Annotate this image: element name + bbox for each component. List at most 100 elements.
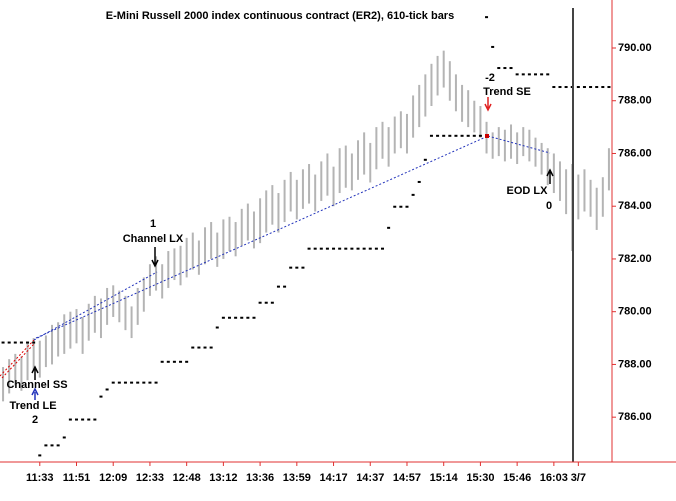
annotation: Channel LX	[123, 233, 184, 245]
y-tick-label: 782.00	[618, 253, 652, 265]
arrow	[151, 247, 159, 268]
x-tick-label: 11:51	[63, 472, 91, 484]
stop-mark	[399, 205, 403, 208]
stop-mark	[460, 134, 464, 137]
stop-mark	[546, 73, 550, 76]
y-tick-label: 786.00	[618, 147, 652, 159]
stop-mark	[589, 86, 593, 89]
stop-mark	[417, 180, 421, 183]
y-tick-label: 788.00	[618, 95, 652, 107]
stop-mark	[44, 444, 48, 447]
annotation: 0	[546, 200, 552, 212]
stop-mark	[534, 73, 537, 76]
stop-mark	[368, 247, 372, 250]
annotation: EOD LX	[507, 185, 549, 197]
stop-mark	[325, 247, 329, 250]
stop-mark	[154, 381, 158, 384]
stop-mark	[93, 418, 97, 421]
x-tick-label: 12:48	[173, 472, 201, 484]
stop-mark	[319, 247, 323, 250]
stop-mark	[332, 247, 336, 250]
stop-mark	[387, 226, 391, 229]
stop-mark	[62, 436, 66, 439]
stop-mark	[123, 381, 127, 384]
stop-mark	[7, 341, 11, 344]
arrow	[546, 168, 554, 184]
channel-line	[33, 271, 158, 341]
stop-mark	[338, 247, 342, 250]
y-tick-label: 786.00	[618, 411, 652, 423]
stop-mark	[497, 67, 501, 70]
stop-mark	[472, 134, 476, 137]
stop-mark	[160, 360, 164, 363]
plot-area	[1, 16, 611, 457]
stop-mark	[209, 346, 213, 349]
stop-mark	[50, 444, 54, 447]
stop-mark	[503, 67, 507, 70]
stop-mark	[540, 73, 544, 76]
stop-mark	[381, 247, 384, 250]
stop-mark	[191, 346, 195, 349]
stop-mark	[582, 86, 586, 89]
stop-mark	[491, 45, 495, 48]
stop-mark	[509, 67, 513, 70]
stop-mark	[466, 134, 470, 137]
stop-mark	[75, 418, 78, 421]
x-tick-label: 14:37	[356, 472, 384, 484]
x-tick-label: 12:09	[99, 472, 127, 484]
stop-mark	[527, 73, 531, 76]
x-tick-label: 14:17	[319, 472, 347, 484]
stop-mark	[19, 341, 23, 344]
stop-mark	[411, 193, 415, 196]
stop-mark	[350, 247, 354, 250]
stop-mark	[56, 444, 60, 447]
stop-mark	[515, 73, 519, 76]
stop-mark	[130, 381, 134, 384]
stop-mark	[552, 86, 556, 89]
stop-mark	[601, 86, 605, 89]
stop-mark	[179, 360, 183, 363]
stop-mark	[521, 73, 525, 76]
annotation: Trend SE	[483, 86, 531, 98]
stop-mark	[136, 381, 140, 384]
annotation: Trend LE	[9, 400, 56, 412]
stop-mark	[429, 134, 433, 137]
stop-mark	[576, 86, 580, 89]
stop-mark	[26, 341, 30, 344]
stop-mark	[374, 247, 378, 250]
stop-mark	[264, 301, 268, 304]
stop-mark	[442, 134, 446, 137]
x-tick-label: 16:03	[540, 472, 568, 484]
annotation: Channel SS	[6, 379, 67, 391]
stop-mark	[111, 381, 115, 384]
y-tick-label: 784.00	[618, 200, 652, 212]
stop-mark	[393, 205, 397, 208]
arrow	[31, 387, 39, 400]
stop-mark	[252, 316, 256, 319]
stop-mark	[356, 247, 360, 250]
stop-mark	[246, 316, 250, 319]
stop-mark	[454, 134, 458, 137]
stop-mark	[478, 134, 482, 137]
annotation: 2	[32, 414, 38, 426]
stop-mark	[485, 16, 489, 19]
stop-mark	[166, 360, 170, 363]
stop-mark	[87, 418, 91, 421]
stop-mark	[448, 134, 452, 137]
stop-mark	[313, 247, 317, 250]
stop-mark	[240, 316, 244, 319]
stop-mark	[172, 360, 176, 363]
x-tick-label: 13:12	[209, 472, 237, 484]
arrow	[31, 365, 39, 380]
stop-mark	[13, 341, 17, 344]
stop-mark	[295, 266, 299, 269]
stop-mark	[423, 158, 427, 161]
x-tick-label: 15:46	[503, 472, 531, 484]
stop-mark	[258, 301, 262, 304]
stop-mark	[215, 326, 219, 329]
x-tick-label: 14:57	[393, 472, 421, 484]
stop-mark	[436, 134, 440, 137]
stop-mark	[185, 360, 189, 363]
stop-mark	[105, 388, 109, 391]
